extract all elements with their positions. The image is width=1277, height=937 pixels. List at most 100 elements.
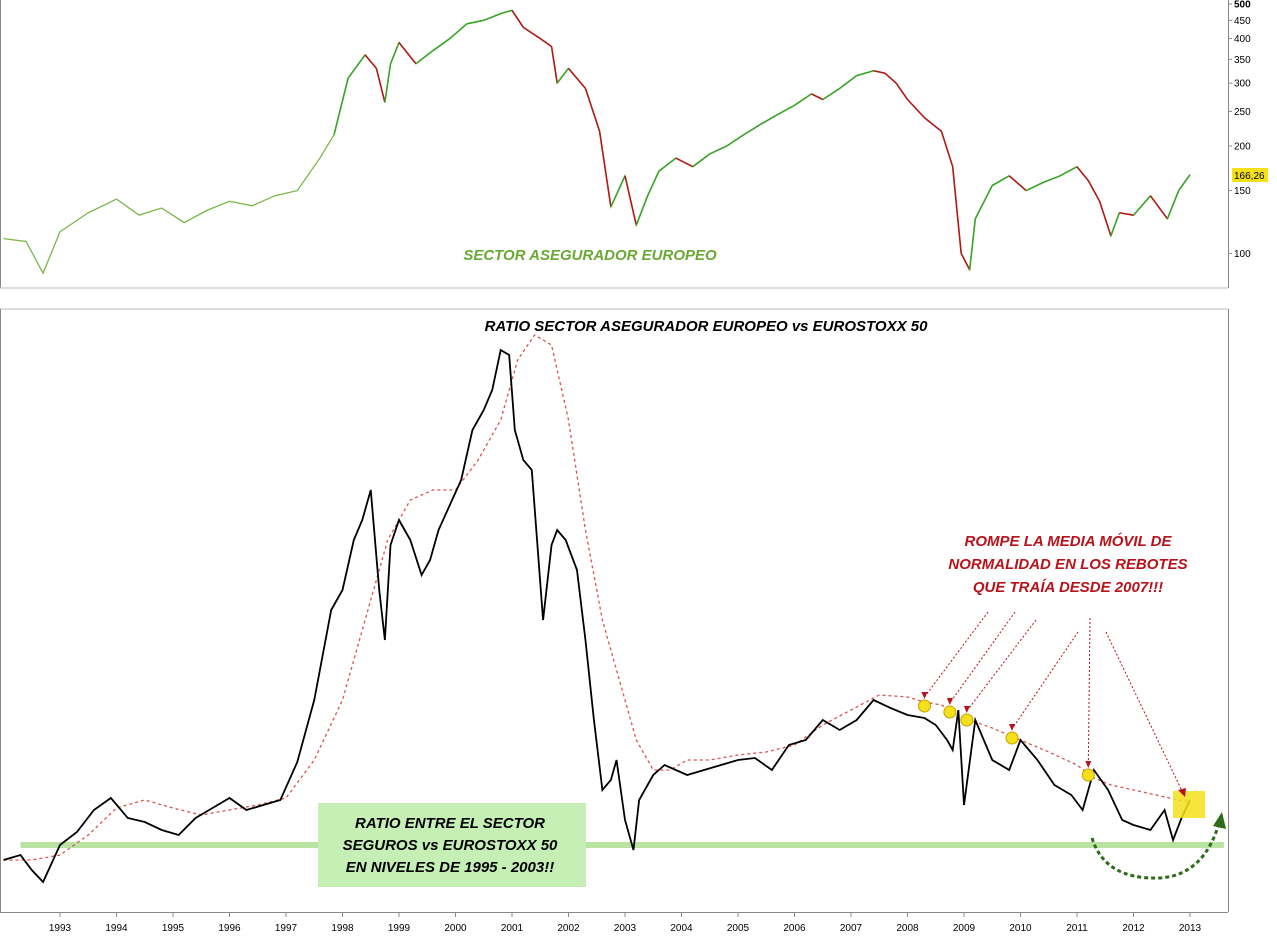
annotation-line-3: QUE TRAÍA DESDE 2007!!! (973, 579, 1163, 596)
top-candle-segment (389, 42, 400, 65)
x-tick-label: 2005 (727, 923, 750, 934)
top-candle-segment (873, 69, 886, 74)
top-candle-segment (511, 9, 524, 28)
note-box (318, 803, 586, 887)
top-panel: 500 450 400 350 300 250 200 150 100 SECTOR ASEGU… (0, 0, 1268, 289)
top-candle-segment (398, 42, 417, 65)
top-candle-segment (1166, 190, 1180, 220)
annotation-arrow (1105, 631, 1184, 794)
moving-average-line (3, 334, 1191, 861)
breakout-marker (917, 699, 931, 713)
last-value-badge (1232, 168, 1268, 182)
top-y-tick-label: 350 (1234, 55, 1251, 66)
note-box-line-1: RATIO ENTRE EL SECTOR (355, 815, 545, 832)
top-candle-segment (692, 153, 711, 168)
top-candle-segment (1025, 181, 1044, 192)
top-y-tick-label: 200 (1234, 142, 1251, 153)
x-tick-label: 2006 (783, 923, 806, 934)
top-candle-segment (709, 145, 728, 155)
x-tick-label: 2003 (614, 923, 637, 934)
x-axis-ticks: 1993 1994 1995 1996 1997 1998 1999 2000 2001 2002… (49, 912, 1202, 934)
top-candle-segment (483, 12, 501, 22)
x-tick-label: 2011 (1066, 923, 1088, 934)
x-tick-label: 1995 (162, 923, 185, 934)
top-candle-segment (1076, 166, 1089, 182)
top-y-tick-label: 150 (1234, 186, 1251, 197)
top-y-tick-label: 100 (1234, 249, 1251, 260)
top-candle-segment (610, 175, 626, 208)
annotation-arrow (924, 611, 989, 698)
top-y-tick-label: 400 (1234, 34, 1251, 45)
rebound-arrow-head (1213, 812, 1226, 829)
top-candle-segment (1119, 211, 1134, 216)
breakout-marker (1005, 731, 1019, 745)
top-candle-segment (822, 87, 841, 101)
top-candle-segment (347, 54, 366, 79)
annotation-arrow (1011, 631, 1079, 730)
top-chart-title: SECTOR ASEGURADOR EUROPEO (463, 247, 717, 264)
ratio-chart-title: RATIO SECTOR ASEGURADOR EUROPEO vs EUROS… (485, 318, 929, 335)
top-candle-segment (743, 123, 762, 136)
rebound-curve-arrow (1090, 819, 1222, 880)
x-tick-label: 2004 (670, 923, 693, 934)
top-candle-segment (375, 68, 386, 103)
top-candle-segment (539, 37, 553, 48)
top-candle-segment (960, 253, 971, 271)
top-candle-segment (906, 98, 926, 119)
top-candle-segment (675, 157, 694, 168)
ratio-line (3, 348, 1191, 884)
x-tick-label: 1999 (388, 923, 411, 934)
annotation-arrows (921, 611, 1186, 797)
top-candle-segment (658, 157, 677, 172)
annotation-arrow-head (946, 698, 953, 705)
x-tick-label: 2012 (1122, 923, 1145, 934)
top-candle-segment (1087, 180, 1101, 202)
top-y-tick-label: 450 (1234, 16, 1251, 27)
x-tick-label: 2010 (1009, 923, 1032, 934)
annotation-arrow-head (1085, 761, 1092, 768)
top-candle-segment (1008, 175, 1027, 192)
x-tick-label: 1996 (218, 923, 241, 934)
top-candle-segment (760, 113, 778, 126)
top-candle-segment (974, 185, 993, 220)
top-candle-segment (550, 46, 558, 84)
breakout-marker (1081, 768, 1095, 782)
top-candle-segment (839, 74, 858, 90)
annotation-arrow (966, 619, 1037, 712)
bottom-panel: RATIO SECTOR ASEGURADOR EUROPEO vs EUROS… (0, 308, 1229, 912)
x-tick-label: 2008 (896, 923, 919, 934)
breakout-marker (960, 713, 974, 727)
top-candle-segment (466, 19, 484, 25)
top-candle-segment (895, 82, 909, 100)
x-tick-label: 1994 (105, 923, 128, 934)
note-box-line-3: EN NIVELES DE 1995 - 2003!! (346, 859, 554, 876)
x-tick-label: 2009 (953, 923, 976, 934)
top-candle-segment (500, 9, 513, 15)
top-candle-segment (811, 93, 824, 101)
top-candle-segment (646, 170, 660, 197)
top-candle-segment (968, 218, 977, 270)
top-candle-segment (991, 175, 1010, 187)
annotation-line-2: NORMALIDAD EN LOS REBOTES (948, 556, 1187, 573)
top-candle-segment (951, 166, 962, 254)
x-tick-label: 1993 (49, 923, 72, 934)
top-candle-segment (522, 26, 541, 40)
top-candle-segment (333, 77, 349, 135)
insurance-sector-candles (333, 9, 1191, 271)
top-candle-segment (415, 50, 434, 65)
top-candle-segment (1042, 175, 1061, 184)
top-candle-segment (598, 131, 612, 208)
top-candle-segment (635, 195, 649, 226)
insurance-sector-line (3, 9, 1191, 275)
x-axis: 1993 1994 1995 1996 1997 1998 1999 2000 2001 2002… (0, 912, 1228, 934)
x-tick-label: 2000 (444, 923, 467, 934)
x-tick-label: 2007 (840, 923, 863, 934)
top-candle-segment (556, 67, 570, 84)
top-candle-segment (1149, 195, 1169, 220)
top-candle-segment (1059, 165, 1078, 177)
note-box-line-2: SEGUROS vs EUROSTOXX 50 (343, 837, 558, 854)
x-tick-label: 1998 (331, 923, 354, 934)
x-tick-label: 1997 (275, 923, 298, 934)
annotation-arrow (949, 611, 1016, 704)
